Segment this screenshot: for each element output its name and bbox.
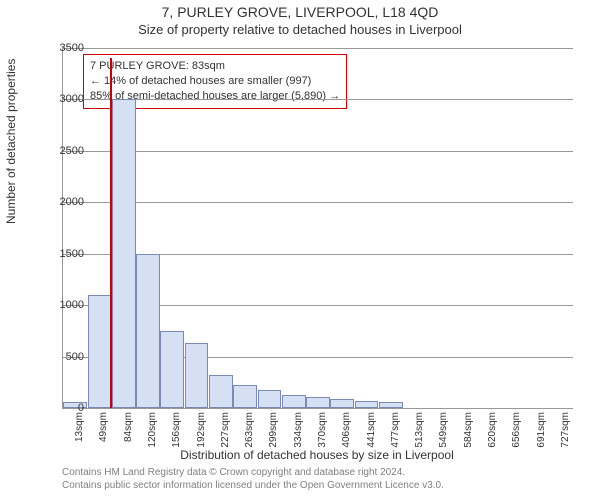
x-tick-label: 156sqm bbox=[171, 412, 182, 452]
x-tick-label: 584sqm bbox=[463, 412, 474, 452]
histogram-bar bbox=[209, 375, 233, 408]
x-tick-label: 477sqm bbox=[390, 412, 401, 452]
x-tick-label: 441sqm bbox=[366, 412, 377, 452]
y-tick-label: 1500 bbox=[44, 248, 84, 260]
x-tick-label: 120sqm bbox=[147, 412, 158, 452]
histogram-bar bbox=[282, 395, 306, 408]
x-tick-label: 84sqm bbox=[123, 412, 134, 452]
x-tick-label: 691sqm bbox=[536, 412, 547, 452]
histogram-bar bbox=[355, 401, 379, 408]
y-tick-label: 3500 bbox=[44, 42, 84, 54]
y-gridline bbox=[63, 99, 573, 100]
x-tick-label: 192sqm bbox=[196, 412, 207, 452]
x-tick-label: 299sqm bbox=[268, 412, 279, 452]
y-tick-label: 2500 bbox=[44, 145, 84, 157]
x-tick-label: 620sqm bbox=[487, 412, 498, 452]
chart-area: 7 PURLEY GROVE: 83sqm ← 14% of detached … bbox=[62, 48, 573, 409]
annotation-line2: ← 14% of detached houses are smaller (99… bbox=[90, 74, 340, 89]
y-gridline bbox=[63, 202, 573, 203]
histogram-bar bbox=[112, 99, 136, 408]
histogram-bar bbox=[160, 331, 184, 408]
y-gridline bbox=[63, 48, 573, 49]
footer-line2: Contains public sector information licen… bbox=[62, 479, 444, 492]
histogram-bar bbox=[330, 399, 354, 408]
x-tick-label: 334sqm bbox=[293, 412, 304, 452]
x-tick-label: 13sqm bbox=[74, 412, 85, 452]
figure: 7, PURLEY GROVE, LIVERPOOL, L18 4QD Size… bbox=[0, 4, 600, 504]
y-tick-label: 500 bbox=[44, 351, 84, 363]
x-tick-label: 727sqm bbox=[560, 412, 571, 452]
x-tick-label: 370sqm bbox=[317, 412, 328, 452]
x-tick-label: 513sqm bbox=[414, 412, 425, 452]
histogram-bar bbox=[185, 343, 209, 408]
marker-line bbox=[110, 58, 112, 408]
y-gridline bbox=[63, 151, 573, 152]
footer: Contains HM Land Registry data © Crown c… bbox=[62, 466, 444, 492]
x-tick-label: 406sqm bbox=[341, 412, 352, 452]
y-axis-label: Number of detached properties bbox=[4, 59, 18, 224]
histogram-bar bbox=[88, 295, 112, 408]
title-subtitle: Size of property relative to detached ho… bbox=[0, 22, 600, 37]
y-tick-label: 3000 bbox=[44, 93, 84, 105]
y-tick-label: 2000 bbox=[44, 196, 84, 208]
histogram-bar bbox=[379, 402, 403, 408]
x-tick-label: 49sqm bbox=[98, 412, 109, 452]
footer-line1: Contains HM Land Registry data © Crown c… bbox=[62, 466, 444, 479]
x-tick-label: 549sqm bbox=[438, 412, 449, 452]
x-tick-label: 656sqm bbox=[511, 412, 522, 452]
x-tick-label: 263sqm bbox=[244, 412, 255, 452]
histogram-bar bbox=[136, 254, 160, 408]
histogram-bar bbox=[233, 385, 257, 408]
title-address: 7, PURLEY GROVE, LIVERPOOL, L18 4QD bbox=[0, 4, 600, 20]
y-tick-label: 1000 bbox=[44, 299, 84, 311]
histogram-bar bbox=[258, 390, 282, 409]
x-tick-label: 227sqm bbox=[220, 412, 231, 452]
annotation-line1: 7 PURLEY GROVE: 83sqm bbox=[90, 59, 340, 74]
histogram-bar bbox=[306, 397, 330, 408]
